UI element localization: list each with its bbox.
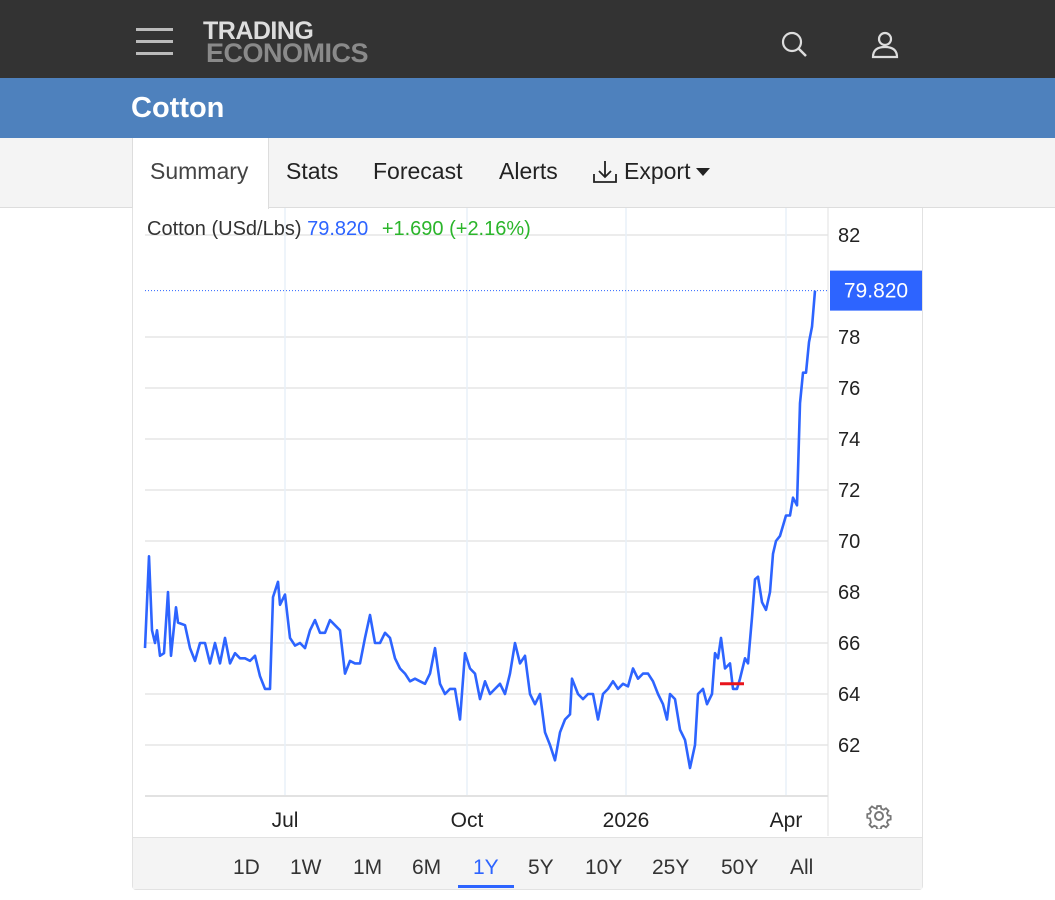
range-button-1d[interactable]: 1D <box>233 856 260 879</box>
tab-forecast[interactable]: Forecast <box>373 158 463 184</box>
trading-economics-logo[interactable]: TRADING ECONOMICS <box>203 17 369 68</box>
legend-price: 79.820 <box>307 218 369 240</box>
tab-export[interactable]: Export <box>592 158 711 185</box>
price-chart[interactable]: 62 64 66 68 70 72 74 76 78 82 Jul Oct 2026 Apr 79.820 <box>132 208 923 836</box>
series-line-cotton <box>143 290 817 770</box>
y-tick-label: 76 <box>838 378 860 400</box>
active-range-underline <box>458 885 514 888</box>
last-value-label: 79.820 <box>844 280 908 303</box>
range-button-1m[interactable]: 1M <box>353 856 383 879</box>
download-icon <box>593 160 617 183</box>
range-button-6m[interactable]: 6M <box>412 856 442 879</box>
logo-line2: ECONOMICS <box>206 38 369 68</box>
search-icon[interactable] <box>780 30 810 60</box>
legend-name: Cotton (USd/Lbs) <box>147 218 302 240</box>
range-button-1y[interactable]: 1Y <box>473 856 499 879</box>
y-tick-label: 72 <box>838 480 860 502</box>
x-tick-label: Jul <box>272 809 299 832</box>
logo-line1: TRADING <box>203 17 314 45</box>
x-tick-label: Oct <box>451 809 484 832</box>
y-tick-label: 70 <box>838 531 860 553</box>
range-button-10y[interactable]: 10Y <box>585 856 623 879</box>
chart-legend: Cotton (USd/Lbs) 79.820 +1.690 (+2.16%) <box>147 218 531 241</box>
y-tick-label: 64 <box>838 684 860 706</box>
hamburger-menu-icon[interactable] <box>136 28 173 56</box>
settings-gear-icon[interactable] <box>866 803 892 829</box>
range-button-50y[interactable]: 50Y <box>721 856 759 879</box>
y-tick-label: 66 <box>838 633 860 655</box>
range-button-1w[interactable]: 1W <box>290 856 322 879</box>
x-tick-label: Apr <box>770 809 803 832</box>
tab-stats[interactable]: Stats <box>286 158 339 184</box>
chart-card <box>132 208 923 890</box>
legend-change: +1.690 (+2.16%) <box>381 218 531 240</box>
range-selector <box>133 837 922 889</box>
x-tick-label: 2026 <box>603 809 650 832</box>
range-button-5y[interactable]: 5Y <box>528 856 554 879</box>
range-button-all[interactable]: All <box>790 856 814 879</box>
y-tick-label: 74 <box>838 429 860 451</box>
y-tick-label: 62 <box>838 735 860 757</box>
tab-alerts[interactable]: Alerts <box>499 158 558 184</box>
y-tick-label: 82 <box>838 225 860 247</box>
y-tick-label: 68 <box>838 582 860 604</box>
tab-summary[interactable]: Summary <box>132 138 269 209</box>
y-tick-label: 78 <box>838 327 860 349</box>
user-icon[interactable] <box>870 30 900 60</box>
range-button-25y[interactable]: 25Y <box>652 856 690 879</box>
export-label: Export <box>624 158 691 184</box>
title-bar <box>0 78 1055 138</box>
page-title: Cotton <box>131 92 225 124</box>
caret-down-icon <box>696 167 711 176</box>
last-value-badge <box>830 270 922 311</box>
